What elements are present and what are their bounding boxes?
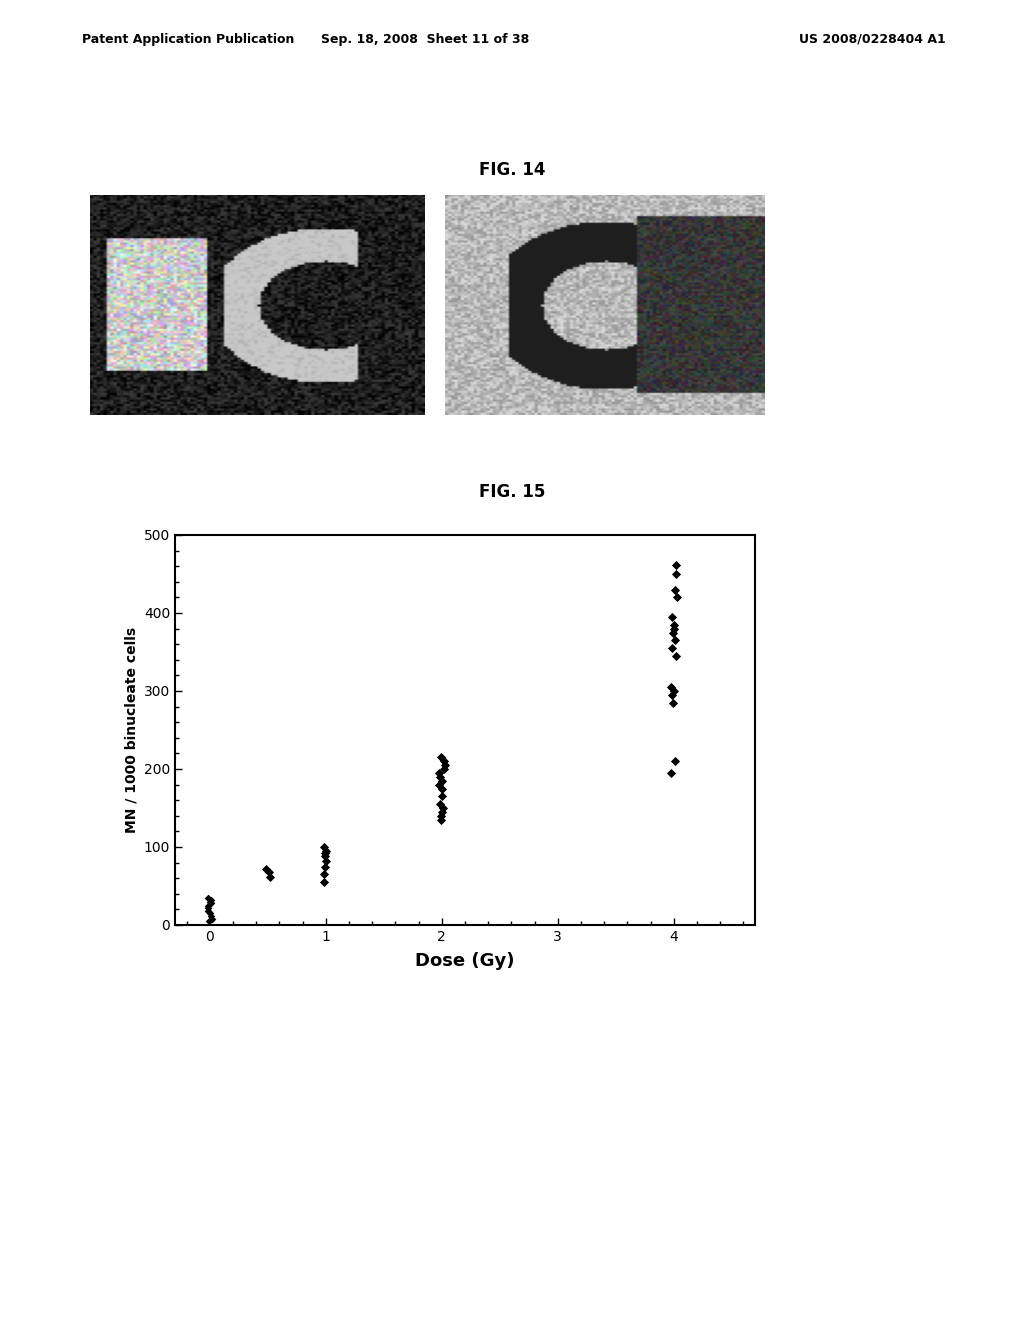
Point (434, 785, 451, 807)
Point (317, 850, 334, 871)
Text: FIG. 15: FIG. 15 (479, 483, 545, 502)
Point (432, 809, 449, 830)
Point (435, 751, 452, 772)
Point (668, 579, 684, 601)
Point (200, 895, 216, 916)
Point (432, 747, 449, 768)
Point (663, 677, 679, 698)
Point (316, 855, 333, 876)
Point (201, 911, 217, 932)
Point (200, 900, 216, 921)
Point (262, 866, 279, 887)
Point (204, 892, 220, 913)
Point (200, 887, 216, 908)
Point (665, 622, 681, 643)
Point (667, 751, 683, 772)
Point (436, 759, 453, 780)
Text: FIG. 14: FIG. 14 (479, 161, 545, 180)
Point (436, 755, 453, 776)
Point (435, 797, 452, 818)
Point (669, 587, 685, 609)
Point (317, 846, 334, 867)
Point (261, 862, 278, 883)
Point (315, 863, 332, 884)
Point (203, 906, 219, 927)
Text: Patent Application Publication: Patent Application Publication (82, 33, 294, 46)
Point (318, 841, 335, 862)
Point (434, 770, 451, 791)
Point (666, 692, 682, 713)
Point (664, 606, 680, 627)
Point (204, 908, 220, 929)
Text: Sep. 18, 2008  Sheet 11 of 38: Sep. 18, 2008 Sheet 11 of 38 (321, 33, 529, 46)
Point (665, 638, 681, 659)
X-axis label: Dose (Gy): Dose (Gy) (416, 952, 515, 970)
Point (668, 554, 684, 576)
Point (664, 684, 680, 705)
Point (433, 805, 450, 826)
Point (202, 903, 218, 924)
Point (431, 774, 447, 795)
Point (667, 630, 683, 651)
Point (315, 871, 332, 892)
Point (664, 763, 680, 784)
Text: US 2008/0228404 A1: US 2008/0228404 A1 (799, 33, 945, 46)
Point (432, 793, 449, 814)
Point (202, 891, 218, 912)
Point (203, 890, 219, 911)
Point (258, 858, 274, 879)
Point (434, 777, 451, 799)
Point (668, 645, 684, 667)
Point (666, 680, 682, 701)
Y-axis label: MN / 1000 binucleate cells: MN / 1000 binucleate cells (124, 627, 138, 833)
Point (666, 618, 682, 639)
Point (200, 898, 216, 919)
Point (668, 564, 684, 585)
Point (431, 763, 447, 784)
Point (432, 766, 449, 787)
Point (433, 801, 450, 822)
Point (315, 837, 332, 858)
Point (666, 614, 682, 635)
Point (316, 842, 333, 863)
